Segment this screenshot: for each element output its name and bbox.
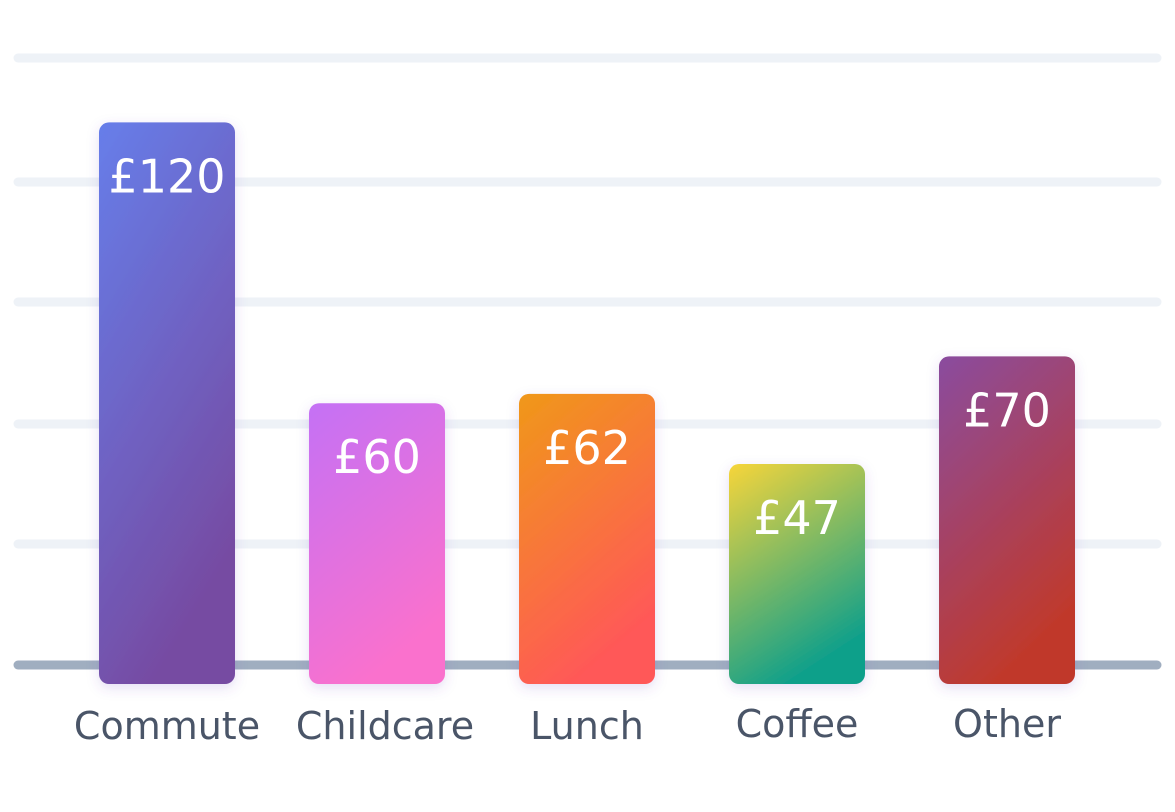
category-labels: Commute Childcare Lunch Coffee Other	[74, 702, 1061, 748]
bar-lunch	[519, 393, 655, 684]
value-label-other: £70	[963, 383, 1051, 437]
value-label-lunch: £62	[543, 421, 631, 475]
bars: £120 £60 £62 £47 £70	[99, 122, 1075, 684]
category-label-commute: Commute	[74, 704, 260, 748]
bar-childcare	[309, 403, 445, 684]
category-label-lunch: Lunch	[530, 704, 644, 748]
value-label-commute: £120	[108, 149, 225, 203]
category-label-childcare: Childcare	[296, 704, 474, 748]
bar-commute	[99, 122, 235, 684]
category-label-other: Other	[953, 702, 1061, 746]
bar-coffee	[729, 464, 865, 684]
bar-other	[939, 356, 1075, 684]
category-label-coffee: Coffee	[736, 702, 859, 746]
value-label-childcare: £60	[333, 430, 421, 484]
value-label-coffee: £47	[753, 491, 841, 545]
